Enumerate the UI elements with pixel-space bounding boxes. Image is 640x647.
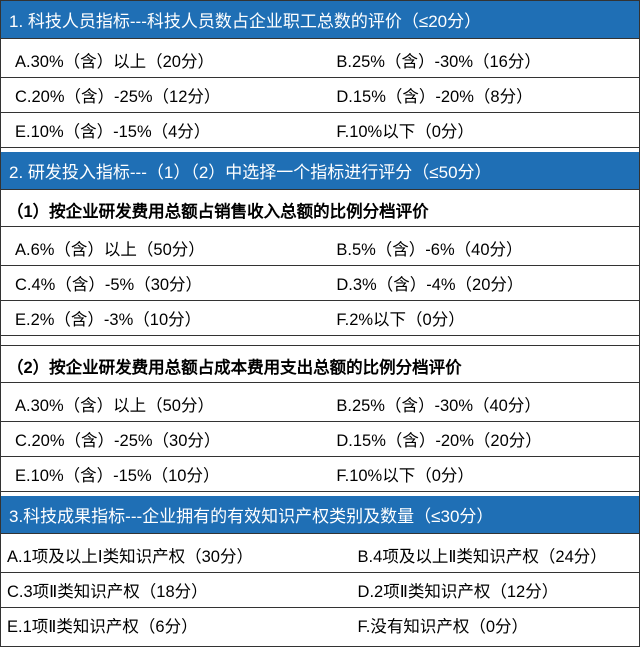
option-row: A.6%（含）以上（50分） B.5%（含）-6%（40分）	[1, 231, 639, 266]
option-a: A.30%（含）以上（20分）	[15, 48, 336, 72]
section-3-options: A.1项及以上Ⅰ类知识产权（30分） B.4项及以上Ⅱ类知识产权（24分） C.…	[1, 534, 639, 646]
option-c: C.20%（含）-25%（12分）	[15, 83, 336, 107]
option-row: C.4%（含）-5%（30分） D.3%（含）-4%（20分）	[1, 266, 639, 301]
option-row: E.2%（含）-3%（10分） F.2%以下（0分）	[1, 301, 639, 336]
section-2-header: 2. 研发投入指标---（1）（2）中选择一个指标进行评分（≤50分）	[1, 152, 639, 190]
option-d: D.15%（含）-20%（8分）	[336, 83, 633, 107]
section-1-options: A.30%（含）以上（20分） B.25%（含）-30%（16分） C.20%（…	[1, 39, 639, 152]
option-a: A.1项及以上Ⅰ类知识产权（30分）	[7, 543, 358, 567]
option-row: C.20%（含）-25%（12分） D.15%（含）-20%（8分）	[1, 78, 639, 113]
option-e: E.10%（含）-15%（10分）	[15, 462, 336, 486]
option-d: D.15%（含）-20%（20分）	[336, 427, 633, 451]
option-e: E.10%（含）-15%（4分）	[15, 118, 336, 142]
option-row: A.30%（含）以上（50分） B.25%（含）-30%（40分）	[1, 387, 639, 422]
option-f: F.10%以下（0分）	[336, 462, 633, 486]
option-d: D.2项Ⅱ类知识产权（12分）	[358, 578, 633, 602]
option-b: B.4项及以上Ⅱ类知识产权（24分）	[358, 543, 633, 567]
option-f: F.没有知识产权（0分）	[358, 613, 633, 637]
option-b: B.5%（含）-6%（40分）	[336, 236, 633, 260]
option-a: A.6%（含）以上（50分）	[15, 236, 336, 260]
section-2-group-1-options: A.6%（含）以上（50分） B.5%（含）-6%（40分） C.4%（含）-5…	[1, 227, 639, 340]
option-b: B.25%（含）-30%（16分）	[336, 48, 633, 72]
option-row: C.20%（含）-25%（30分） D.15%（含）-20%（20分）	[1, 422, 639, 457]
section-2-group-2-subtitle: （2）按企业研发费用总额占成本费用支出总额的比例分档评价	[1, 346, 639, 383]
option-row: E.10%（含）-15%（4分） F.10%以下（0分）	[1, 113, 639, 148]
option-e: E.1项Ⅱ类知识产权（6分）	[7, 613, 358, 637]
option-f: F.10%以下（0分）	[336, 118, 633, 142]
option-a: A.30%（含）以上（50分）	[15, 392, 336, 416]
section-2-group-1-subtitle: （1）按企业研发费用总额占销售收入总额的比例分档评价	[1, 190, 639, 227]
option-c: C.4%（含）-5%（30分）	[15, 271, 336, 295]
section-2-group-2-options: A.30%（含）以上（50分） B.25%（含）-30%（40分） C.20%（…	[1, 383, 639, 496]
option-row: E.10%（含）-15%（10分） F.10%以下（0分）	[1, 457, 639, 492]
option-b: B.25%（含）-30%（40分）	[336, 392, 633, 416]
option-row: C.3项Ⅱ类知识产权（18分） D.2项Ⅱ类知识产权（12分）	[1, 573, 639, 608]
option-c: C.20%（含）-25%（30分）	[15, 427, 336, 451]
option-d: D.3%（含）-4%（20分）	[336, 271, 633, 295]
option-row: A.1项及以上Ⅰ类知识产权（30分） B.4项及以上Ⅱ类知识产权（24分）	[1, 538, 639, 573]
section-3-header: 3.科技成果指标---企业拥有的有效知识产权类别及数量（≤30分）	[1, 496, 639, 534]
option-f: F.2%以下（0分）	[336, 306, 633, 330]
option-row: A.30%（含）以上（20分） B.25%（含）-30%（16分）	[1, 43, 639, 78]
section-1-header: 1. 科技人员指标---科技人员数占企业职工总数的评价（≤20分）	[1, 1, 639, 39]
option-c: C.3项Ⅱ类知识产权（18分）	[7, 578, 358, 602]
scoring-table: 1. 科技人员指标---科技人员数占企业职工总数的评价（≤20分） A.30%（…	[0, 0, 640, 647]
option-e: E.2%（含）-3%（10分）	[15, 306, 336, 330]
option-row: E.1项Ⅱ类知识产权（6分） F.没有知识产权（0分）	[7, 608, 633, 642]
